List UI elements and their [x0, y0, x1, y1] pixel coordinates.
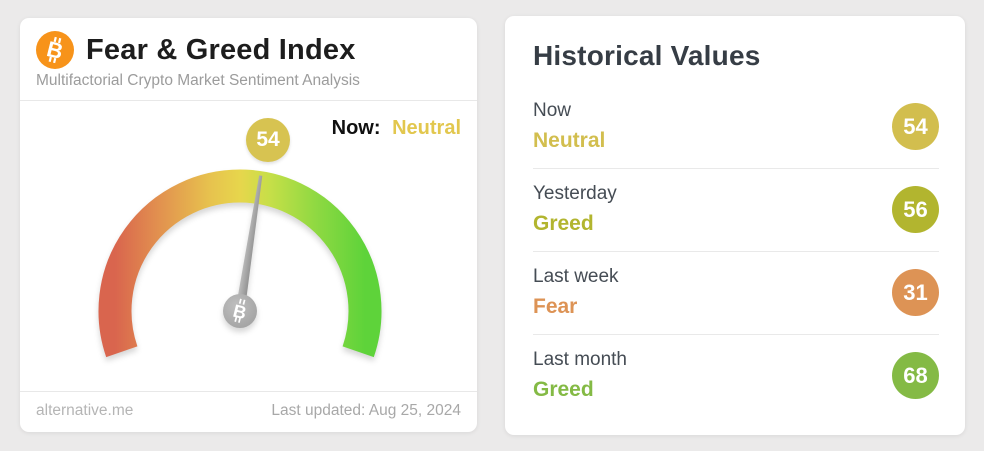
history-value-badge: 31: [892, 269, 939, 316]
svg-text:B: B: [44, 36, 65, 64]
gauge-card-header: B Fear & Greed Index Multifactorial Cryp…: [20, 18, 477, 101]
current-sentiment-line: Now: Neutral: [332, 117, 461, 140]
history-row-last-month: Last month Greed 68: [533, 334, 939, 417]
gauge-chart: B: [98, 169, 382, 358]
historical-values-card: Historical Values Now Neutral 54 Yesterd…: [505, 16, 965, 435]
gauge-card-title: Fear & Greed Index: [86, 33, 356, 66]
history-period-label: Last month: [533, 349, 627, 370]
historical-rows: Now Neutral 54 Yesterday Greed 56 Last w…: [533, 86, 939, 417]
bitcoin-icon: B: [36, 31, 74, 69]
gauge-card: B Fear & Greed Index Multifactorial Cryp…: [20, 18, 477, 432]
gauge-card-subtitle: Multifactorial Crypto Market Sentiment A…: [36, 72, 360, 89]
history-classification: Neutral: [533, 129, 606, 152]
history-period-label: Now: [533, 100, 572, 121]
history-row-now: Now Neutral 54: [533, 86, 939, 168]
now-label: Now:: [331, 117, 381, 139]
history-classification: Greed: [533, 378, 594, 401]
bitcoin-pivot-icon: B: [231, 298, 248, 324]
now-classification: Neutral: [392, 117, 461, 139]
gauge-pivot: B: [223, 294, 257, 328]
history-value-badge: 56: [892, 186, 939, 233]
history-row-last-week: Last week Fear 31: [533, 251, 939, 334]
history-period-label: Yesterday: [533, 183, 617, 204]
historical-values-title: Historical Values: [533, 40, 761, 71]
history-value-badge: 54: [892, 103, 939, 150]
gauge-card-footer: alternative.me Last updated: Aug 25, 202…: [20, 391, 477, 432]
history-classification: Greed: [533, 212, 594, 235]
gauge-value-badge: 54: [246, 118, 290, 162]
history-period-label: Last week: [533, 266, 619, 287]
gauge-area: Now: Neutral 54: [20, 101, 477, 391]
last-updated-text: Last updated: Aug 25, 2024: [271, 402, 461, 419]
history-classification: Fear: [533, 295, 578, 318]
gauge-needle: [234, 175, 263, 317]
attribution-link[interactable]: alternative.me: [36, 402, 134, 419]
svg-text:B: B: [231, 301, 248, 324]
gauge-arc: [98, 169, 382, 358]
history-row-yesterday: Yesterday Greed 56: [533, 168, 939, 251]
history-value-badge: 68: [892, 352, 939, 399]
